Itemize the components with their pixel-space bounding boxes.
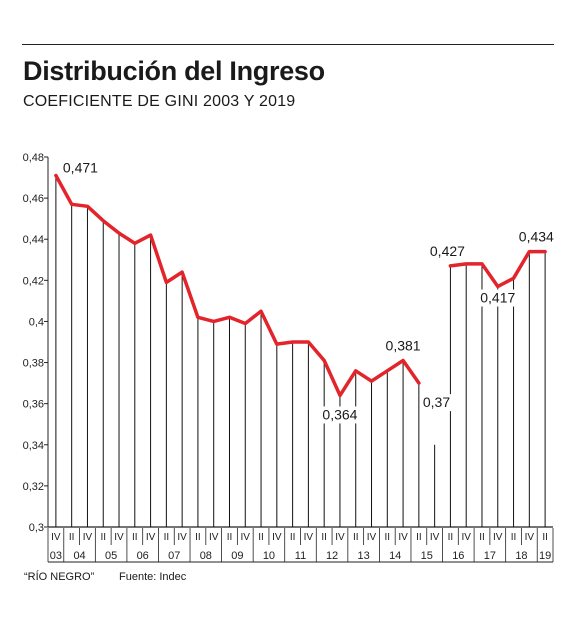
- x-year-label: 04: [73, 550, 85, 562]
- data-label-bg: [514, 228, 558, 246]
- x-quarter-label: II: [69, 532, 75, 543]
- x-quarter-label: II: [227, 532, 233, 543]
- top-rule: [22, 44, 554, 45]
- x-quarter-label: IV: [398, 532, 408, 543]
- x-quarter-label: IV: [335, 532, 345, 543]
- x-quarter-label: II: [258, 532, 264, 543]
- data-label-bg: [381, 337, 425, 355]
- x-year-label: 15: [421, 550, 433, 562]
- x-year-label: 13: [358, 550, 370, 562]
- data-label: 0,381: [386, 338, 421, 354]
- data-label-bg: [60, 159, 104, 177]
- x-year-label: 18: [515, 550, 527, 562]
- x-year-label: 19: [539, 550, 551, 562]
- y-tick-label: 0,34: [23, 440, 44, 452]
- data-label: 0,427: [430, 243, 465, 259]
- x-quarter-label: II: [164, 532, 170, 543]
- x-quarter-label: II: [448, 532, 454, 543]
- x-year-label: 10: [263, 550, 275, 562]
- data-label-bg: [476, 289, 520, 307]
- data-label: 0,417: [480, 290, 515, 306]
- x-quarter-label: IV: [493, 532, 503, 543]
- data-label: 0,37: [423, 394, 450, 410]
- x-quarter-label: II: [321, 532, 327, 543]
- chart-title: Distribución del Ingreso: [23, 56, 325, 86]
- x-quarter-label: IV: [461, 532, 471, 543]
- x-year-label: 05: [105, 550, 117, 562]
- x-quarter-label: II: [385, 532, 391, 543]
- x-quarter-label: II: [511, 532, 517, 543]
- x-quarter-label: II: [542, 532, 548, 543]
- x-quarter-label: II: [132, 532, 138, 543]
- y-tick-label: 0,44: [23, 234, 44, 246]
- x-year-label: 16: [452, 550, 464, 562]
- y-tick-label: 0,4: [29, 316, 44, 328]
- x-year-label: 06: [137, 550, 149, 562]
- gini-series-line: [54, 173, 421, 398]
- x-quarter-label: II: [479, 532, 485, 543]
- x-year-label: 09: [231, 550, 243, 562]
- x-quarter-label: IV: [51, 532, 61, 543]
- data-label: 0,434: [519, 229, 554, 245]
- credit-text: “RÍO NEGRO”: [24, 571, 95, 583]
- x-quarter-label: IV: [525, 532, 535, 543]
- y-tick-label: 0,36: [23, 399, 44, 411]
- y-tick-label: 0,3: [29, 522, 44, 534]
- data-label-bg: [318, 406, 362, 424]
- y-tick-label: 0,48: [23, 152, 44, 164]
- x-quarter-label: IV: [146, 532, 156, 543]
- y-tick-label: 0,32: [23, 481, 44, 493]
- y-tick-label: 0,42: [23, 275, 44, 287]
- source-text: Fuente: Indec: [119, 571, 187, 583]
- x-quarter-label: II: [416, 532, 422, 543]
- gini-series-line: [448, 249, 547, 289]
- x-quarter-label: IV: [367, 532, 377, 543]
- x-quarter-label: II: [100, 532, 106, 543]
- x-year-label: 14: [389, 550, 401, 562]
- data-label: 0,471: [63, 160, 98, 176]
- x-quarter-label: IV: [241, 532, 251, 543]
- x-quarter-label: IV: [83, 532, 93, 543]
- x-year-label: 17: [484, 550, 496, 562]
- data-label: 0,364: [322, 406, 357, 422]
- data-label-bg: [420, 394, 457, 412]
- x-year-label: 08: [200, 550, 212, 562]
- y-tick-label: 0,46: [23, 193, 44, 205]
- data-label-bg: [425, 242, 469, 260]
- x-year-label: 12: [326, 550, 338, 562]
- x-year-label: 11: [295, 550, 306, 562]
- x-quarter-label: II: [353, 532, 359, 543]
- y-tick-label: 0,38: [23, 358, 44, 370]
- chart-subtitle: COEFICIENTE DE GINI 2003 Y 2019: [23, 93, 296, 110]
- x-quarter-label: II: [290, 532, 296, 543]
- x-year-label: 07: [168, 550, 180, 562]
- x-quarter-label: IV: [209, 532, 219, 543]
- x-year-label: 03: [50, 550, 62, 562]
- x-quarter-label: IV: [177, 532, 187, 543]
- x-quarter-label: IV: [114, 532, 124, 543]
- x-quarter-label: IV: [304, 532, 314, 543]
- x-quarter-label: II: [195, 532, 201, 543]
- x-quarter-label: IV: [430, 532, 440, 543]
- x-quarter-label: IV: [272, 532, 282, 543]
